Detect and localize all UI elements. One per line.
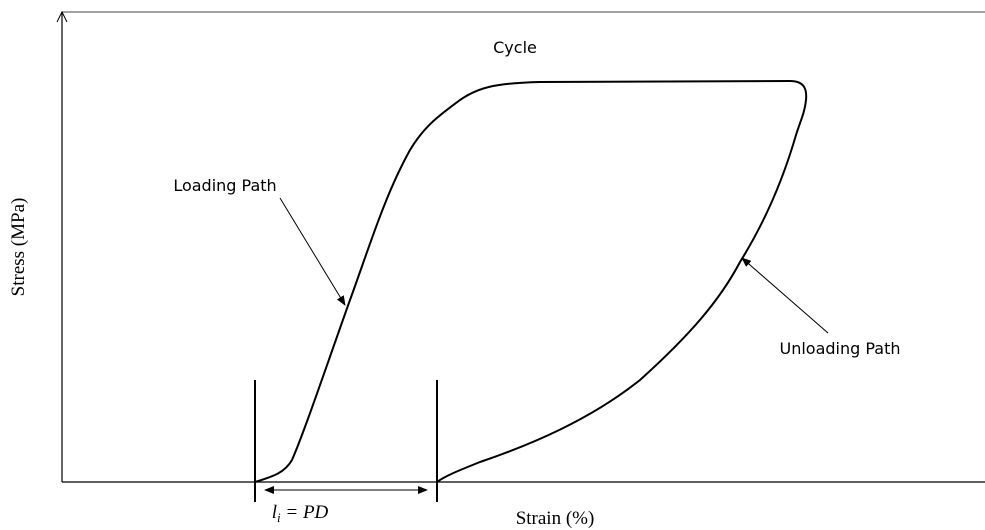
y-axis-label: Stress (MPa) <box>8 198 29 297</box>
dimension-subscript: i <box>277 510 281 525</box>
x-axis-label: Strain (%) <box>516 508 595 529</box>
dimension-label: li = PD <box>272 502 329 525</box>
loading-label: Loading Path <box>173 176 276 195</box>
dimension-symbol: l <box>272 502 277 523</box>
loading-arrow <box>279 197 346 306</box>
hysteresis-loop <box>254 79 808 483</box>
dimension-rest: = PD <box>281 502 329 523</box>
unloading-label: Unloading Path <box>779 339 900 358</box>
title: Cycle <box>493 38 537 57</box>
unloading-arrow <box>741 257 829 334</box>
